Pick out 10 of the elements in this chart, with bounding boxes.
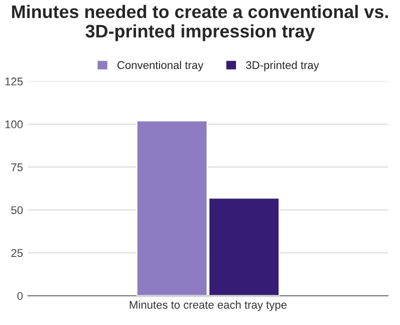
legend-label: Conventional tray xyxy=(117,60,204,72)
y-tick-label: 125 xyxy=(5,78,23,86)
y-tick-label: 0 xyxy=(17,292,23,300)
x-tick-label: Minutes to create each tray type xyxy=(130,300,287,311)
y-tick-label: 100 xyxy=(5,120,23,128)
y-tick-label: 50 xyxy=(11,206,23,214)
y-tick-label: 75 xyxy=(11,163,23,172)
y-tick-label: 25 xyxy=(11,249,23,257)
legend-label: 3D-printed tray xyxy=(246,60,320,72)
chart-title: Minutes needed to create a conventional vs. 3D-printed impression tray xyxy=(12,4,388,42)
